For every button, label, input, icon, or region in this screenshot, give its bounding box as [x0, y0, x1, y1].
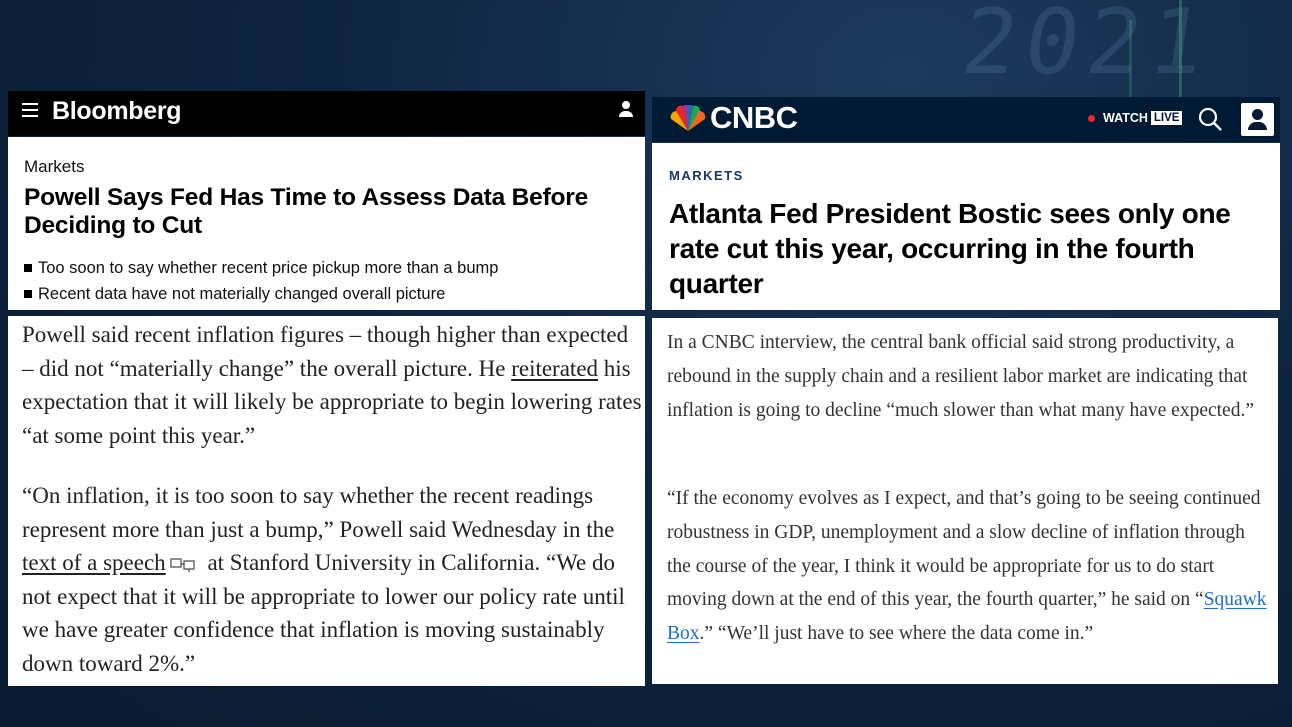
summary-bullet: Recent data have not materially changed … [24, 285, 445, 304]
bullet-square-icon [24, 264, 32, 272]
paragraph-text: at Stanford University in California. “W… [22, 550, 625, 676]
watch-live-button[interactable]: WATCH LIVE [1088, 111, 1183, 125]
paragraph-text: “If the economy evolves as I expect, and… [667, 488, 1261, 611]
paragraph-text: “On inflation, it is too soon to say whe… [22, 483, 615, 542]
external-document-icon[interactable] [170, 558, 196, 573]
bloomberg-headline-card: Markets Powell Says Fed Has Time to Asse… [8, 137, 645, 310]
article-headline: Powell Says Fed Has Time to Assess Data … [24, 184, 589, 239]
article-paragraph: Powell said recent inflation figures – t… [22, 318, 642, 452]
cnbc-article-body: In a CNBC interview, the central bank of… [652, 318, 1278, 684]
section-label[interactable]: Markets [24, 157, 85, 176]
user-account-icon[interactable] [619, 101, 633, 119]
bullet-text: Too soon to say whether recent price pic… [38, 259, 499, 277]
hamburger-menu-icon[interactable] [22, 103, 38, 117]
cnbc-headline-card: MARKETS Atlanta Fed President Bostic see… [652, 143, 1280, 310]
article-paragraph: “If the economy evolves as I expect, and… [667, 482, 1267, 651]
bullet-text: Recent data have not materially changed … [38, 285, 446, 303]
section-label[interactable]: MARKETS [669, 168, 744, 183]
paragraph-text: Powell said recent inflation figures – t… [22, 322, 629, 381]
live-badge: LIVE [1150, 111, 1183, 125]
bullet-square-icon [24, 290, 32, 298]
background-decoration [1179, 0, 1182, 110]
bloomberg-logo[interactable]: Bloomberg [52, 97, 182, 125]
cnbc-logo[interactable]: CNBC [710, 100, 798, 135]
article-paragraph: “On inflation, it is too soon to say whe… [22, 479, 642, 681]
article-paragraph: In a CNBC interview, the central bank of… [667, 332, 1254, 421]
article-headline: Atlanta Fed President Bostic sees only o… [669, 198, 1231, 299]
squawk-box-link[interactable]: Squawk Box [667, 589, 1267, 645]
live-dot-icon [1088, 114, 1095, 122]
bloomberg-header: Bloomberg [8, 91, 645, 136]
bloomberg-article-body: Powell said recent inflation figures – t… [8, 316, 645, 686]
peacock-logo-icon[interactable] [667, 105, 709, 131]
paragraph-text: .” “We’ll just have to see where the dat… [699, 623, 1094, 645]
paragraph-text: his expectation that it will likely be a… [22, 355, 642, 448]
cnbc-header: CNBC WATCH LIVE [652, 97, 1280, 142]
reiterated-link[interactable]: reiterated [511, 355, 599, 381]
search-icon[interactable] [1197, 106, 1223, 132]
speech-link[interactable]: text of a speech [22, 550, 166, 576]
watch-label: WATCH [1103, 111, 1148, 125]
background-decoration [1129, 20, 1132, 100]
user-account-icon[interactable] [1241, 103, 1274, 136]
summary-bullet: Too soon to say whether recent price pic… [24, 259, 498, 278]
